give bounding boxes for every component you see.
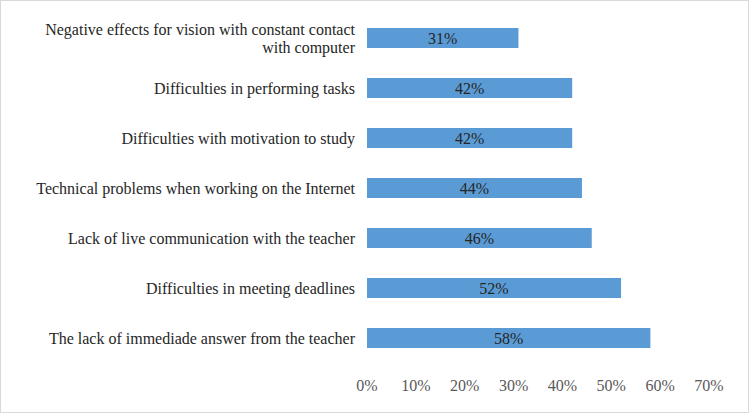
chart: 31% 42% 42% 44% 46% 52% 58% 0% 10% 20% 30% 40% 50% 60… (0, 0, 749, 413)
category-label: The lack of immediade answer from the te… (49, 330, 356, 347)
bar (367, 328, 650, 348)
data-label: 52% (479, 280, 508, 297)
data-label: 42% (455, 80, 484, 97)
bar (367, 28, 518, 48)
category-label: Negative effects for vision with constan… (45, 21, 355, 57)
data-label: 42% (455, 130, 484, 147)
tick-label: 0% (356, 377, 377, 394)
category-label-line: Difficulties with motivation to study (122, 130, 355, 148)
tick-label: 60% (645, 377, 674, 394)
data-label: 46% (465, 230, 494, 247)
data-label: 58% (494, 330, 523, 347)
tick-label: 30% (499, 377, 528, 394)
tick-label: 70% (694, 377, 723, 394)
data-label: 44% (460, 180, 489, 197)
tick-label: 50% (597, 377, 626, 394)
bar (367, 178, 582, 198)
tick-label: 20% (450, 377, 479, 394)
category-label-line: Difficulties in meeting deadlines (146, 280, 355, 298)
category-label: Lack of live communication with the teac… (68, 230, 356, 247)
category-label-line: The lack of immediade answer from the te… (49, 330, 356, 347)
category-label-line: Technical problems when working on the I… (36, 180, 355, 198)
category-label: Technical problems when working on the I… (36, 180, 355, 198)
bar (367, 278, 621, 298)
category-label-line: Difficulties in performing tasks (154, 80, 355, 98)
category-label: Difficulties in meeting deadlines (146, 280, 355, 298)
bar (367, 78, 572, 98)
category-label-line: Lack of live communication with the teac… (68, 230, 356, 247)
chart-frame (1, 1, 749, 413)
category-label: Difficulties with motivation to study (122, 130, 355, 148)
bar (367, 128, 572, 148)
category-label-line: with computer (262, 39, 356, 57)
data-label: 31% (428, 30, 457, 47)
bar (367, 228, 592, 248)
tick-label: 10% (401, 377, 430, 394)
bars (367, 28, 650, 348)
category-label: Difficulties in performing tasks (154, 80, 355, 98)
tick-label: 40% (548, 377, 577, 394)
category-label-line: Negative effects for vision with constan… (45, 21, 355, 39)
